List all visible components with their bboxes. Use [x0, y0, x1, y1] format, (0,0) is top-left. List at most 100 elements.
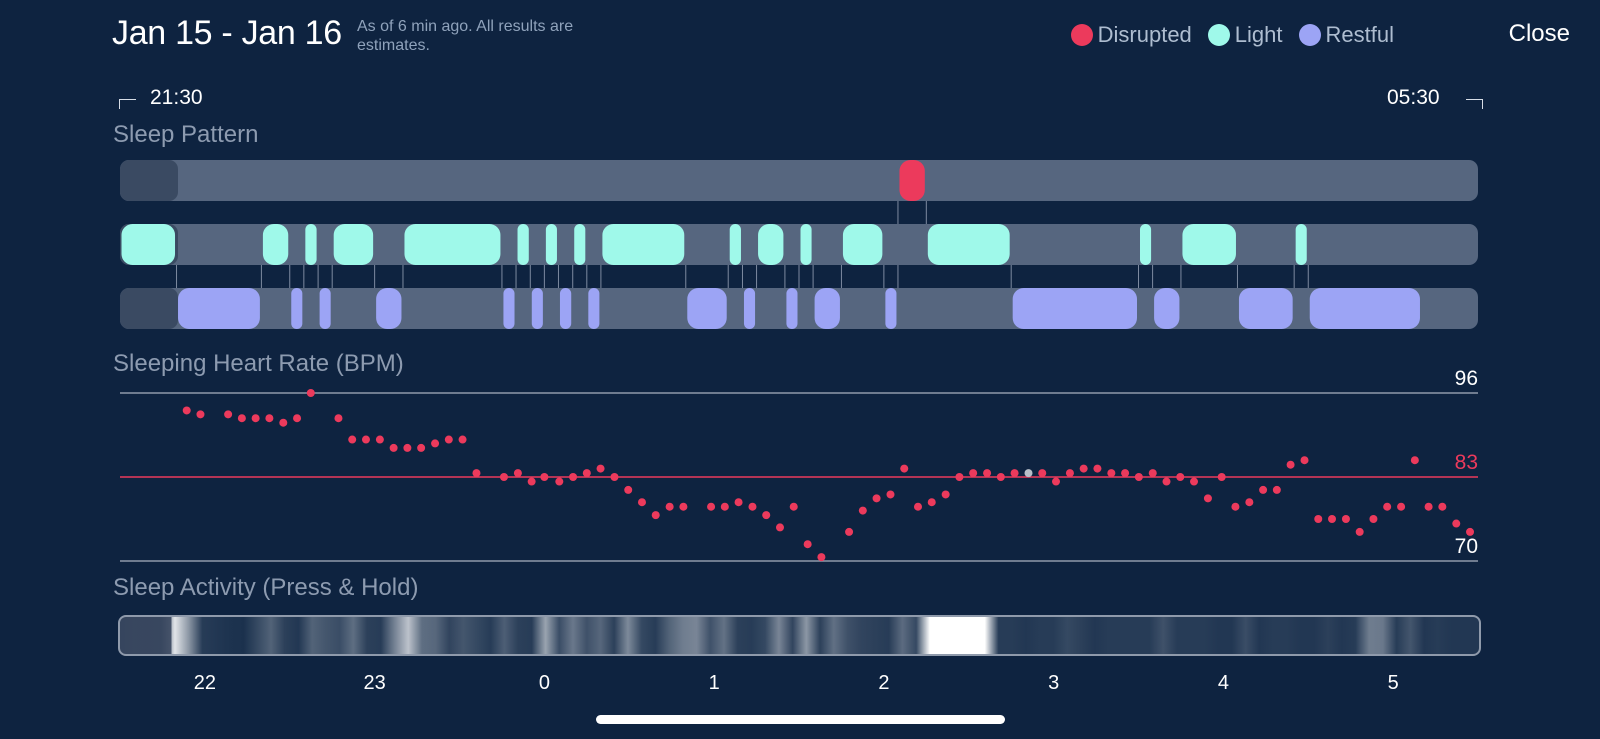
heart-rate-point — [1314, 515, 1323, 523]
segment-restful[interactable] — [531, 288, 543, 329]
heart-rate-point — [1397, 502, 1406, 511]
stage-segments[interactable] — [121, 160, 1420, 329]
heart-rate-point — [513, 469, 522, 478]
segment-restful[interactable] — [319, 288, 331, 329]
segment-restful[interactable] — [1238, 288, 1293, 329]
stage-legend: Disrupted Light Restful — [1070, 22, 1394, 48]
heart-rate-point — [1272, 485, 1281, 494]
segment-restful[interactable] — [743, 288, 756, 329]
heart-rate-point — [1424, 502, 1433, 511]
heart-rate-point — [900, 464, 909, 473]
heart-rate-point — [527, 477, 536, 486]
heart-rate-point — [817, 553, 826, 562]
segment-restful[interactable] — [786, 288, 798, 329]
segment-restful[interactable] — [687, 288, 727, 329]
segment-light[interactable] — [729, 224, 741, 265]
stage-tracks — [120, 160, 1478, 329]
heart-rate-point — [1369, 515, 1378, 523]
close-button[interactable]: Close — [1508, 20, 1570, 47]
heart-rate-point — [1176, 473, 1185, 481]
segment-light[interactable] — [758, 224, 784, 265]
heart-rate-point — [803, 540, 812, 549]
segment-restful[interactable] — [291, 288, 303, 329]
heart-rate-point — [983, 469, 992, 478]
heart-rate-point — [182, 406, 191, 415]
heart-rate-point — [872, 494, 881, 503]
segment-disrupted[interactable] — [899, 160, 925, 201]
heart-rate-point — [941, 490, 950, 499]
segment-restful[interactable] — [814, 288, 840, 329]
segment-light[interactable] — [800, 224, 812, 265]
heart-rate-point — [927, 498, 936, 507]
segment-light[interactable] — [927, 224, 1010, 265]
heart-rate-point — [306, 389, 315, 397]
heart-rate-point — [1466, 527, 1475, 536]
segment-light[interactable] — [602, 224, 685, 265]
segment-light[interactable] — [545, 224, 557, 265]
sleep-activity-strip[interactable] — [118, 615, 1481, 656]
segment-restful[interactable] — [1012, 288, 1137, 329]
heart-rate-point — [472, 469, 481, 478]
heart-rate-point — [361, 435, 370, 444]
heart-rate-point — [610, 473, 619, 481]
heart-rate-point — [555, 477, 564, 486]
heart-rate-point — [651, 511, 660, 520]
segment-restful[interactable] — [503, 288, 515, 329]
heart-rate-point — [389, 443, 398, 452]
segment-restful[interactable] — [1309, 288, 1420, 329]
heart-rate-point — [1107, 469, 1116, 478]
segment-light[interactable] — [1295, 224, 1307, 265]
legend-label-light: Light — [1234, 22, 1283, 47]
home-indicator[interactable] — [596, 715, 1005, 724]
segment-light[interactable] — [517, 224, 529, 265]
heart-rate-point — [582, 469, 591, 478]
segment-restful[interactable] — [1154, 288, 1180, 329]
segment-light[interactable] — [1140, 224, 1152, 265]
heart-rate-point — [417, 443, 426, 452]
segment-light[interactable] — [574, 224, 586, 265]
segment-restful[interactable] — [178, 288, 260, 329]
segment-restful[interactable] — [588, 288, 600, 329]
segment-restful[interactable] — [885, 288, 897, 329]
heart-rate-point — [1024, 469, 1033, 478]
heart-rate-point — [1286, 460, 1295, 469]
heart-rate-point — [293, 414, 302, 423]
segment-light[interactable] — [842, 224, 883, 265]
segment-light[interactable] — [333, 224, 374, 265]
heart-rate-point — [1300, 456, 1309, 465]
reference-label-70: 70 — [1455, 535, 1478, 558]
legend-item-disrupted: Disrupted — [1070, 22, 1192, 48]
heart-rate-point — [265, 414, 274, 423]
segment-light[interactable] — [404, 224, 501, 265]
hour-tick-label: 22 — [194, 672, 216, 694]
segment-light[interactable] — [121, 224, 176, 265]
heart-rate-point — [237, 414, 246, 423]
hour-tick-label: 1 — [709, 672, 720, 694]
legend-label-restful: Restful — [1325, 22, 1394, 47]
heart-rate-point — [1341, 515, 1350, 523]
heart-rate-point — [196, 410, 205, 419]
heart-rate-point — [1245, 498, 1254, 507]
heart-rate-point — [679, 502, 688, 511]
heart-rate-point — [224, 410, 233, 419]
heart-rate-point — [913, 502, 922, 511]
heart-rate-point — [444, 435, 453, 444]
heart-rate-point — [1355, 527, 1364, 536]
heart-rate-point — [1231, 502, 1240, 511]
segment-restful[interactable] — [559, 288, 572, 329]
heart-rate-point — [1410, 456, 1419, 465]
segment-light[interactable] — [305, 224, 317, 265]
timeline-end-bracket-icon — [1466, 99, 1483, 109]
heart-rate-point — [845, 527, 854, 536]
heart-rate-point — [1438, 502, 1447, 511]
segment-light[interactable] — [1182, 224, 1236, 265]
heart-rate-point — [1452, 519, 1461, 528]
heart-rate-point — [762, 511, 771, 520]
heart-rate-point — [955, 473, 964, 481]
light-dot-icon — [1207, 24, 1230, 46]
track-disrupted — [120, 160, 1478, 201]
heart-rate-point — [1134, 473, 1143, 481]
segment-light[interactable] — [262, 224, 289, 265]
segment-restful[interactable] — [376, 288, 402, 329]
hour-tick-label: 0 — [539, 672, 550, 694]
